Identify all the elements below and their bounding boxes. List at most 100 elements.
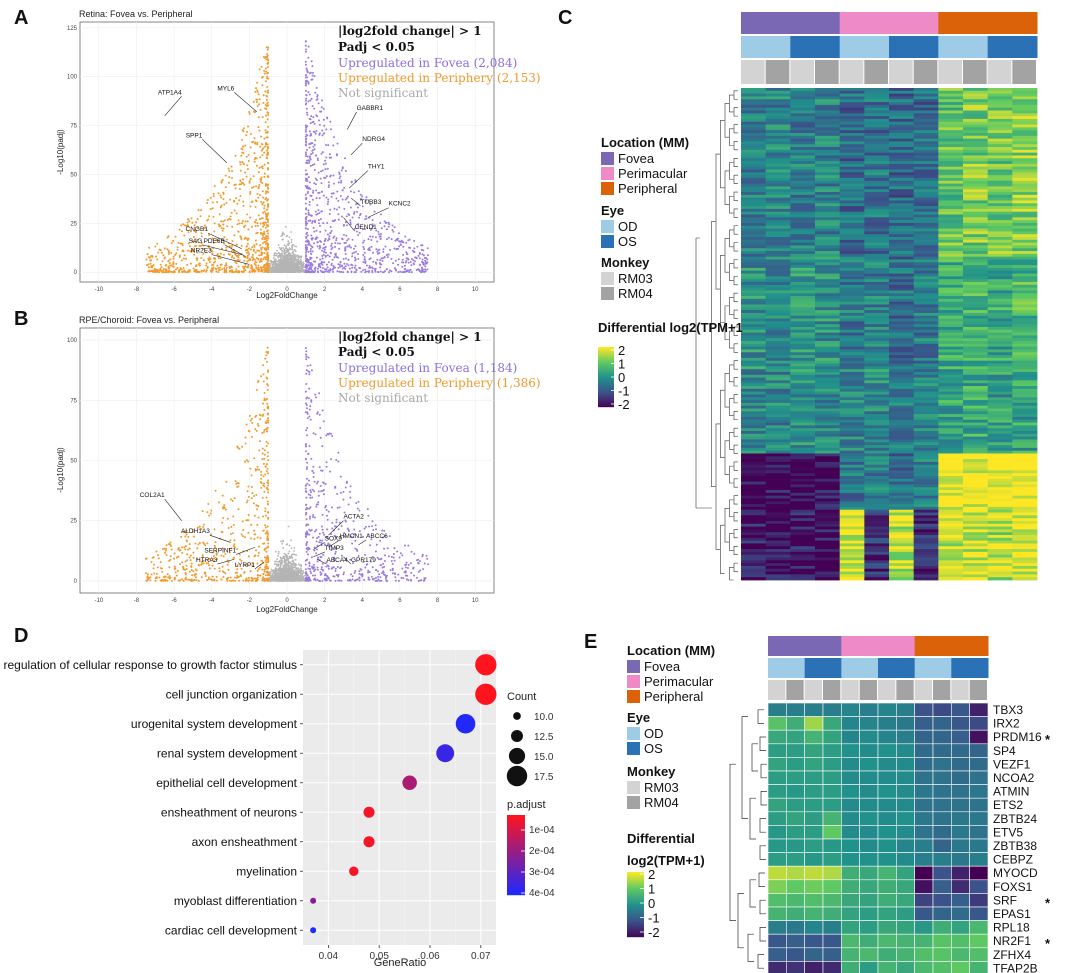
b-point-fovea	[351, 578, 354, 581]
a-point-periphery	[146, 264, 149, 267]
a-point-periphery	[158, 271, 161, 274]
b-point-fovea	[379, 539, 382, 542]
a-point-fovea	[358, 216, 361, 219]
a-point-periphery	[267, 237, 270, 240]
a-point-fovea	[335, 239, 338, 242]
a-point-ns	[285, 254, 287, 257]
b-point-ns	[276, 558, 278, 561]
b-point-periphery	[226, 517, 229, 520]
a-point-periphery	[188, 270, 191, 273]
a-point-fovea	[305, 107, 308, 110]
b-point-periphery	[265, 354, 268, 357]
b-point-ns	[301, 572, 304, 575]
b-point-periphery	[263, 482, 266, 485]
a-point-fovea	[344, 169, 347, 172]
a-point-ns	[275, 252, 278, 255]
a-point-fovea	[338, 263, 341, 266]
a-point-fovea	[305, 97, 308, 100]
b-point-ns	[274, 571, 276, 574]
b-point-periphery	[163, 575, 166, 578]
a-point-fovea	[309, 132, 312, 135]
b-point-periphery	[227, 526, 230, 529]
a-point-periphery	[153, 267, 156, 270]
a-point-fovea	[349, 223, 352, 226]
b-point-periphery	[255, 414, 258, 417]
a-point-ns	[277, 266, 280, 269]
a-point-periphery	[263, 163, 266, 166]
b-point-periphery	[188, 570, 191, 573]
a-point-fovea	[354, 256, 357, 259]
b-point-ns	[286, 556, 288, 559]
a-point-fovea	[311, 221, 314, 224]
a-point-periphery	[223, 219, 226, 222]
b-point-periphery	[165, 553, 168, 556]
a-point-fovea	[411, 249, 414, 252]
b-point-periphery	[266, 467, 269, 470]
a-point-fovea	[324, 168, 327, 171]
a-point-fovea	[401, 265, 404, 268]
a-point-periphery	[264, 104, 267, 107]
a-point-fovea	[304, 126, 307, 129]
a-point-periphery	[230, 177, 233, 180]
a-point-fovea	[307, 219, 310, 222]
a-point-periphery	[172, 257, 175, 260]
a-point-periphery	[255, 87, 258, 90]
b-point-periphery	[266, 388, 269, 391]
a-point-ns	[289, 254, 291, 257]
b-point-fovea	[334, 569, 337, 572]
a-point-periphery	[242, 127, 245, 130]
a-point-ns	[277, 252, 280, 255]
a-point-fovea	[312, 116, 315, 119]
b-point-ns	[270, 570, 273, 573]
a-point-periphery	[256, 192, 259, 195]
a-point-fovea	[409, 246, 412, 249]
a-point-periphery	[229, 215, 232, 218]
b-point-fovea	[392, 556, 395, 559]
a-point-fovea	[385, 268, 388, 271]
b-point-periphery	[184, 573, 187, 576]
b-point-ns	[297, 575, 300, 578]
b-point-periphery	[184, 544, 187, 547]
b-point-ns	[278, 569, 280, 572]
panel-a-legend-fovea: Upregulated in Fovea (2,084)	[338, 56, 517, 70]
a-point-ns	[279, 266, 282, 269]
a-point-periphery	[266, 219, 269, 222]
a-point-periphery	[247, 251, 250, 254]
b-point-periphery	[244, 442, 247, 445]
b-point-fovea	[382, 562, 385, 565]
a-point-fovea	[335, 237, 338, 240]
b-point-periphery	[264, 510, 267, 513]
a-point-periphery	[216, 253, 219, 256]
a-point-fovea	[342, 223, 345, 226]
a-point-fovea	[344, 241, 347, 244]
b-point-periphery	[150, 560, 153, 563]
a-point-fovea	[370, 239, 373, 242]
a-point-fovea	[304, 99, 307, 102]
a-point-periphery	[196, 217, 199, 220]
a-point-periphery	[217, 223, 220, 226]
b-point-ns	[290, 568, 293, 571]
a-point-fovea	[317, 263, 320, 266]
a-point-fovea	[379, 221, 382, 224]
a-point-periphery	[266, 48, 269, 51]
a-point-periphery	[266, 253, 269, 256]
a-point-fovea	[334, 219, 337, 222]
a-point-periphery	[159, 263, 162, 266]
a-point-fovea	[313, 230, 316, 233]
a-point-fovea	[426, 254, 429, 257]
a-point-periphery	[263, 264, 266, 267]
b-point-periphery	[267, 560, 270, 563]
a-point-periphery	[164, 271, 167, 274]
a-gene-label-thy1: THY1	[368, 164, 385, 171]
b-point-periphery	[221, 521, 224, 524]
a-point-periphery	[217, 271, 220, 274]
a-point-fovea	[320, 210, 323, 213]
b-point-fovea	[335, 573, 338, 576]
a-point-fovea	[305, 133, 308, 136]
a-point-fovea	[315, 213, 318, 216]
a-point-periphery	[254, 261, 257, 264]
a-point-fovea	[350, 270, 353, 273]
a-point-ns	[291, 267, 294, 269]
b-point-periphery	[247, 513, 250, 516]
a-point-periphery	[212, 195, 215, 198]
